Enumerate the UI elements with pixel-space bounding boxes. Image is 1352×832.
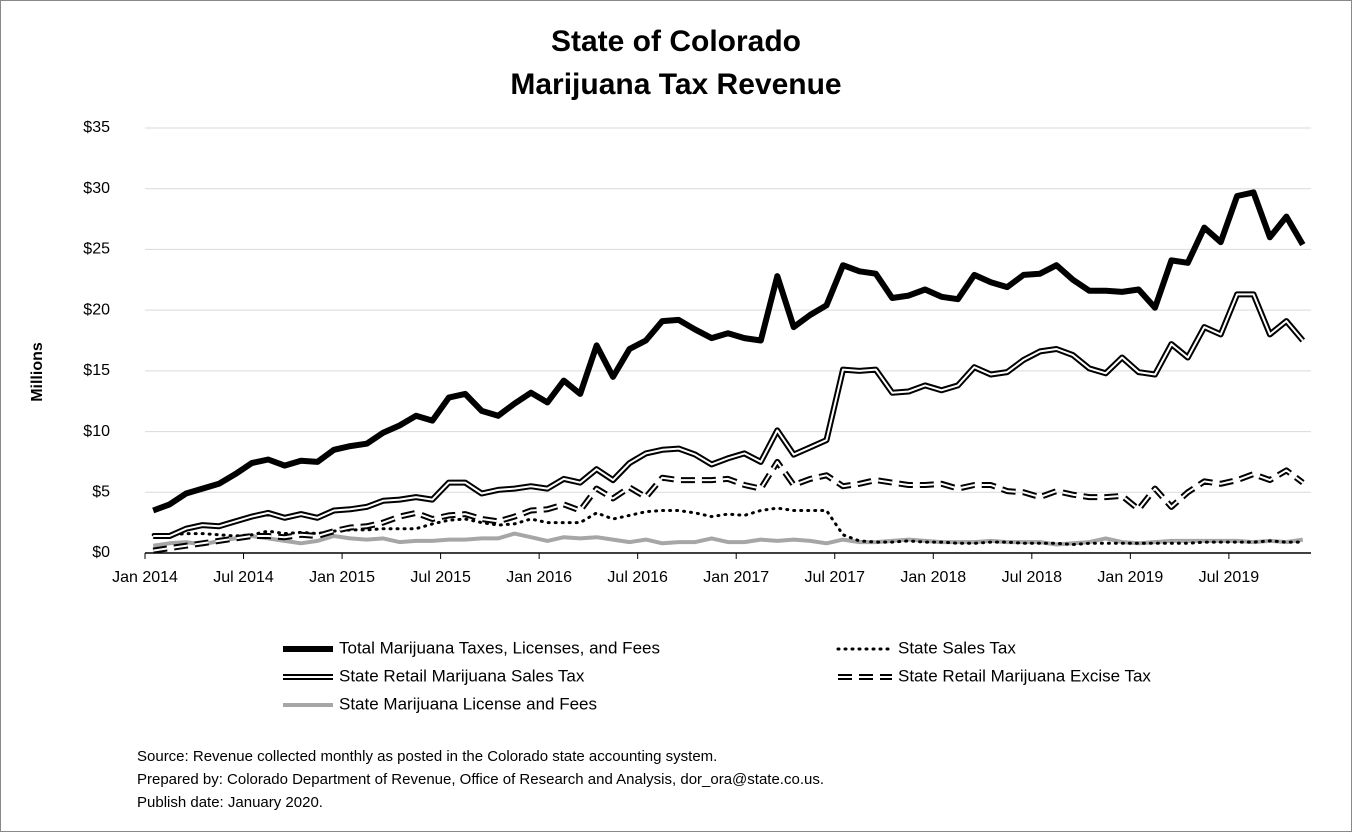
line-inner (153, 293, 1304, 537)
x-tick-label: Jul 2016 (607, 569, 668, 586)
y-axis-label: Millions (29, 342, 46, 402)
y-tick-label: $35 (83, 119, 110, 136)
series-line (152, 189, 1306, 514)
x-tick-label: Jan 2019 (1097, 569, 1163, 586)
x-tick-label: Jul 2018 (1002, 569, 1063, 586)
legend-label: State Retail Marijuana Excise Tax (898, 666, 1151, 685)
legend-label: State Retail Marijuana Sales Tax (339, 666, 585, 685)
x-tick-label: Jul 2015 (410, 569, 471, 586)
y-tick-label: $15 (83, 362, 110, 379)
x-tick-label: Jul 2019 (1199, 569, 1260, 586)
legend-label: Total Marijuana Taxes, Licenses, and Fee… (339, 638, 660, 657)
legend-label: State Sales Tax (898, 638, 1016, 657)
y-tick-label: $25 (83, 241, 110, 258)
chart-title: State of Colorado (551, 25, 801, 58)
y-tick-label: $5 (92, 484, 110, 501)
line-inner (153, 460, 1304, 552)
y-tick-label: $20 (83, 301, 110, 318)
series-line (152, 531, 1304, 548)
x-tick-label: Jul 2014 (213, 569, 274, 586)
footnote: Source: Revenue collected monthly as pos… (137, 748, 717, 765)
x-tick-label: Jan 2014 (112, 569, 178, 586)
x-tick-label: Jan 2018 (900, 569, 966, 586)
x-tick-label: Jan 2016 (506, 569, 572, 586)
footnote: Publish date: January 2020. (137, 794, 323, 811)
y-tick-label: $30 (83, 180, 110, 197)
y-tick-label: $0 (92, 544, 110, 561)
footnote: Prepared by: Colorado Department of Reve… (137, 771, 824, 788)
legend-label: State Marijuana License and Fees (339, 694, 597, 713)
x-tick-label: Jul 2017 (804, 569, 865, 586)
x-tick-label: Jan 2015 (309, 569, 375, 586)
chart-title: Marijuana Tax Revenue (510, 68, 841, 101)
x-tick-label: Jan 2017 (703, 569, 769, 586)
y-tick-label: $10 (83, 423, 110, 440)
